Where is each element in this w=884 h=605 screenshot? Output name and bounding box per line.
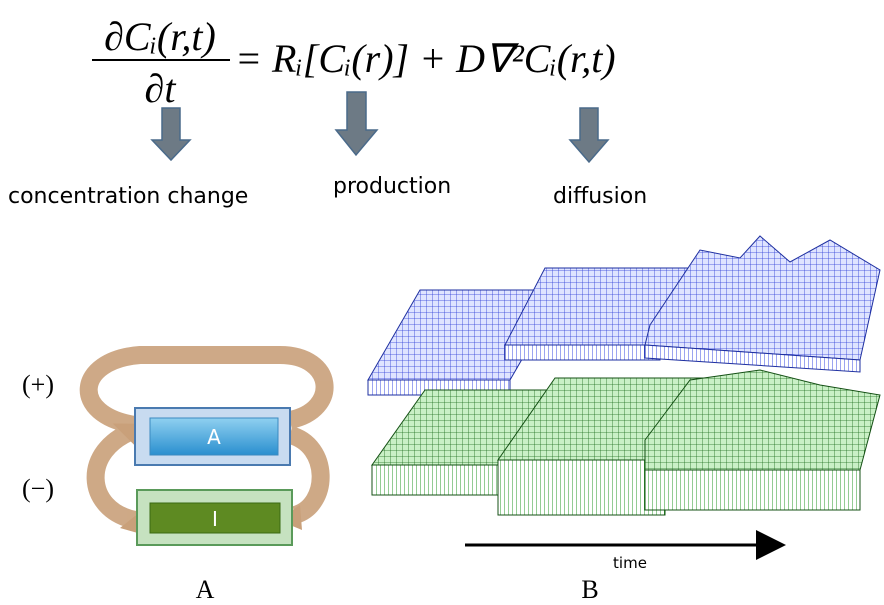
blue-surfaces (368, 236, 880, 395)
green-surfaces (372, 370, 880, 515)
eq-numerator: ∂Cᵢ(r,t) (104, 14, 216, 59)
figure: ∂Cᵢ(r,t) ∂t = Rᵢ[Cᵢ(r)] + D∇²Cᵢ(r,t) con… (0, 0, 884, 605)
down-arrows (152, 92, 608, 162)
term-label: production (333, 174, 451, 199)
activator-label: A (207, 425, 221, 449)
term-label: diffusion (553, 184, 647, 209)
positive-label: (+) (22, 370, 54, 399)
caption: A (196, 575, 215, 604)
negative-label: (−) (22, 474, 54, 503)
eq-denominator: ∂t (145, 66, 177, 111)
time-label: time (613, 554, 647, 572)
inhibitor-label: I (212, 507, 218, 531)
eq-rhs: = Rᵢ[Cᵢ(r)] + D∇²Cᵢ(r,t) (235, 36, 616, 81)
caption: B (581, 575, 598, 604)
term-label: concentration change (8, 184, 248, 209)
